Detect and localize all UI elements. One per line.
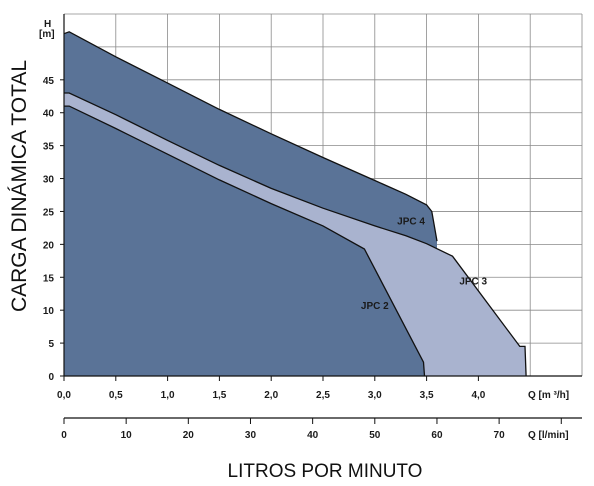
y-tick-label: 30 <box>43 175 55 186</box>
series-label-jpc-4: JPC 4 <box>397 217 425 228</box>
x-tick-label: 2,0 <box>264 390 278 401</box>
x2-tick-label: 60 <box>431 430 443 441</box>
secondary-x-axis: 0 10 20 30 40 50 60 70 <box>61 417 582 441</box>
series-line-jpc-2 <box>64 105 426 377</box>
x2-tick-label: 30 <box>245 430 257 441</box>
x2-tick-label: 50 <box>369 430 381 441</box>
x-tick-labels: 0,0 0,5 1,0 1,5 2,0 2,5 3,0 3,5 4,0 <box>57 376 486 401</box>
x-tick-label: 2,5 <box>316 390 330 401</box>
series-line-jpc-3 <box>64 92 527 377</box>
y-tick-label: 40 <box>43 109 55 120</box>
x-tick-label: 0,0 <box>57 390 71 401</box>
series-labels: JPC 4 JPC 3 JPC 2 <box>361 217 488 312</box>
x2-tick-label: 40 <box>307 430 319 441</box>
y-tick-label: 10 <box>43 306 55 317</box>
x-unit-label: Q [m ³/h] <box>528 390 569 401</box>
x2-unit-label: Q [l/min] <box>528 430 569 441</box>
x-tick-label: 3,5 <box>420 390 434 401</box>
x2-tick-label: 20 <box>183 430 195 441</box>
x2-tick-label: 10 <box>121 430 133 441</box>
y-unit-h: H <box>44 19 51 30</box>
x-tick-label: 1,5 <box>212 390 226 401</box>
curve-areas <box>63 31 527 377</box>
y-tick-label: 5 <box>48 339 54 350</box>
x-axis-title: LITROS POR MINUTO <box>228 461 423 482</box>
x-tick-label: 0,5 <box>109 390 123 401</box>
x2-tick-label: 0 <box>61 430 67 441</box>
y-tick-label: 0 <box>48 372 54 383</box>
y-tick-label: 25 <box>43 207 55 218</box>
y-axis-title: CARGA DINÁMICA TOTAL <box>8 60 31 312</box>
y-unit-m: [m] <box>39 29 55 40</box>
y-tick-label: 20 <box>43 240 55 251</box>
x-tick-label: 1,0 <box>161 390 175 401</box>
series-line-jpc-4 <box>63 31 438 242</box>
y-tick-labels: 0 5 10 15 20 25 30 35 40 45 <box>43 76 64 383</box>
x-tick-label: 3,0 <box>368 390 382 401</box>
y-tick-label: 35 <box>43 142 55 153</box>
series-label-jpc-3: JPC 3 <box>459 277 487 288</box>
y-tick-label: 15 <box>43 273 55 284</box>
x-tick-label: 4,0 <box>471 390 485 401</box>
series-area-jpc-2 <box>64 106 425 376</box>
series-label-jpc-2: JPC 2 <box>361 301 389 312</box>
x2-tick-label: 70 <box>494 430 506 441</box>
y-tick-label: 45 <box>43 76 55 87</box>
